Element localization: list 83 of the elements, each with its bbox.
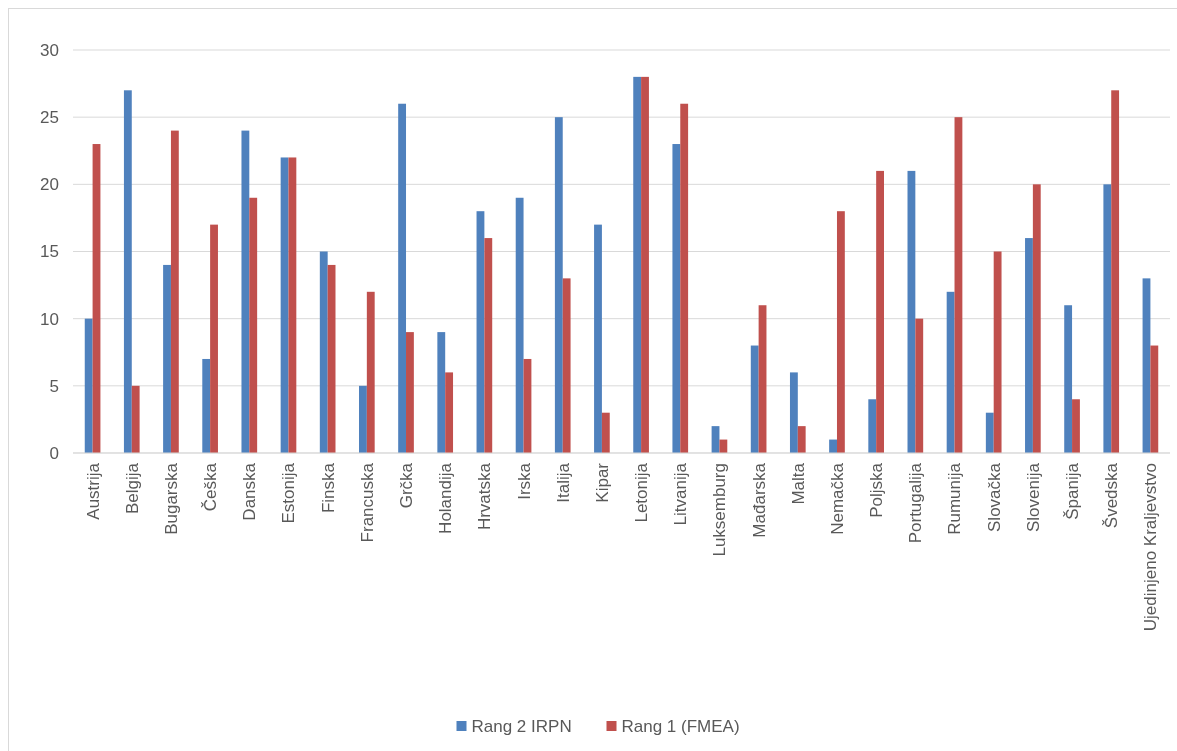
x-tick-label: Francuska bbox=[357, 462, 377, 543]
x-tick-label: Slovačka bbox=[984, 462, 1004, 532]
x-tick-label: Ujedinjeno Kraljevstvo bbox=[1141, 463, 1161, 632]
bar bbox=[554, 117, 563, 453]
x-tick-label: Slovenija bbox=[1023, 462, 1043, 532]
x-tick-label: Luksemburg bbox=[710, 463, 730, 557]
bar bbox=[131, 385, 140, 453]
bar bbox=[437, 332, 446, 453]
bar bbox=[1064, 305, 1073, 453]
bar bbox=[1103, 184, 1112, 453]
bar bbox=[601, 412, 610, 453]
bar bbox=[680, 103, 689, 453]
x-tick-label: Rumunija bbox=[945, 462, 965, 535]
x-tick-label: Malta bbox=[788, 462, 808, 505]
x-tick-label: Belgija bbox=[122, 462, 142, 515]
bar bbox=[398, 103, 407, 453]
x-tick-label: Grčka bbox=[396, 462, 416, 509]
x-tick-label: Hrvatska bbox=[475, 462, 495, 531]
x-tick-label: Bugarska bbox=[161, 462, 181, 535]
x-tick-label: Finska bbox=[318, 462, 338, 514]
bar bbox=[797, 426, 806, 453]
y-tick-label: 5 bbox=[49, 376, 59, 396]
bar bbox=[946, 291, 955, 453]
y-tick-label: 10 bbox=[40, 309, 59, 329]
x-tick-label: Poljska bbox=[867, 462, 887, 518]
x-tick-label: Irska bbox=[514, 462, 534, 500]
bar bbox=[163, 264, 171, 453]
bar bbox=[406, 332, 414, 453]
y-tick-label: 15 bbox=[40, 242, 59, 262]
x-tick-label: Letonija bbox=[632, 462, 652, 523]
bar bbox=[750, 345, 759, 453]
x-tick-label: Estonija bbox=[279, 462, 299, 524]
bar bbox=[249, 197, 258, 453]
bar bbox=[789, 372, 798, 453]
bar bbox=[562, 278, 571, 453]
y-tick-label: 25 bbox=[40, 108, 59, 128]
bar bbox=[123, 90, 132, 453]
bar bbox=[366, 291, 375, 453]
x-tick-label: Mađarska bbox=[749, 462, 769, 538]
x-tick-label: Portugalija bbox=[906, 462, 926, 544]
x-tick-label: Češka bbox=[201, 462, 221, 512]
x-tick-label: Litvanija bbox=[671, 462, 691, 526]
bar bbox=[672, 144, 681, 453]
bar bbox=[288, 157, 297, 453]
y-tick-label: 30 bbox=[40, 40, 59, 60]
bar bbox=[993, 251, 1002, 453]
bar bbox=[633, 76, 642, 453]
bar bbox=[170, 130, 179, 453]
bar bbox=[84, 318, 93, 453]
bar bbox=[1072, 399, 1080, 453]
x-tick-label: Španija bbox=[1063, 462, 1082, 520]
bar bbox=[515, 197, 524, 453]
bar bbox=[1025, 238, 1033, 453]
bar bbox=[445, 372, 454, 453]
y-tick-label: 0 bbox=[49, 443, 59, 463]
bar bbox=[719, 439, 728, 453]
bar bbox=[1111, 90, 1120, 453]
bar bbox=[985, 412, 994, 453]
bar bbox=[876, 170, 884, 453]
x-tick-label: Danska bbox=[240, 462, 260, 521]
legend-label: Rang 2 IRPN bbox=[471, 716, 572, 736]
bar bbox=[641, 76, 649, 453]
bar bbox=[836, 211, 845, 453]
x-tick-label: Švedska bbox=[1102, 462, 1122, 529]
bar bbox=[868, 399, 877, 453]
bar bbox=[915, 318, 924, 453]
bar bbox=[202, 358, 211, 453]
y-tick-label: 20 bbox=[40, 175, 59, 195]
x-tick-label: Italija bbox=[553, 462, 573, 503]
bar bbox=[210, 224, 218, 453]
bar bbox=[484, 238, 493, 453]
bar bbox=[319, 251, 328, 453]
legend-label: Rang 1 (FMEA) bbox=[621, 716, 740, 736]
bar bbox=[241, 130, 250, 453]
bar bbox=[829, 439, 837, 453]
bar bbox=[594, 224, 602, 453]
bar bbox=[1032, 184, 1041, 453]
x-tick-label: Nemačka bbox=[827, 462, 847, 535]
bar bbox=[359, 385, 367, 453]
x-tick-label: Holandija bbox=[436, 462, 456, 534]
x-tick-label: Austrija bbox=[83, 462, 103, 520]
bar bbox=[1150, 345, 1159, 453]
x-tick-label: Kipar bbox=[592, 462, 612, 503]
